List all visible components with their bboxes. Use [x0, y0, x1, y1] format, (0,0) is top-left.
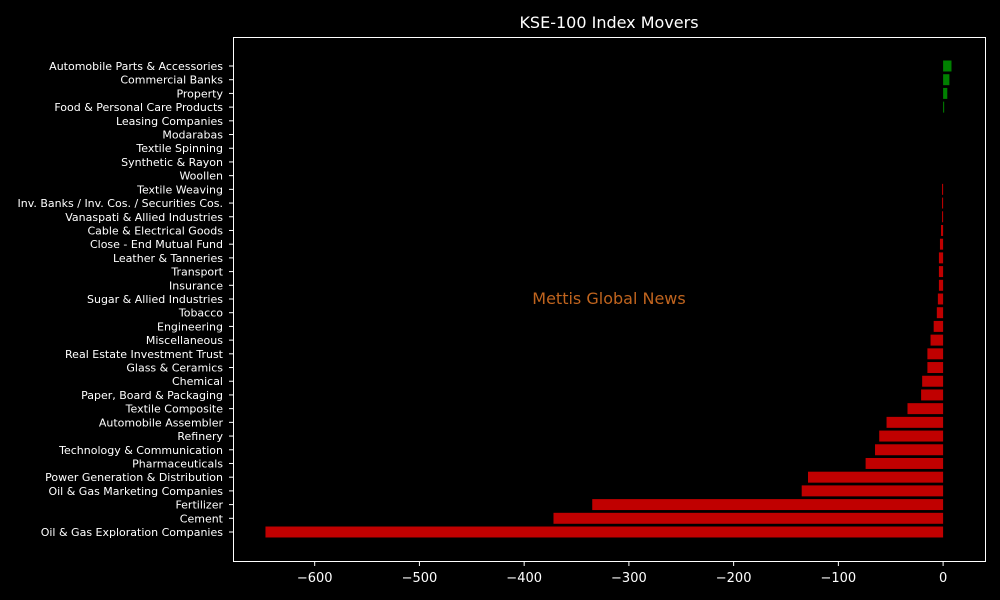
- category-label: Cement: [180, 512, 224, 525]
- bar: [922, 375, 944, 387]
- category-label: Paper, Board & Packaging: [81, 389, 223, 402]
- category-label: Fertilizer: [175, 499, 223, 512]
- bar: [942, 197, 944, 209]
- bar: [939, 238, 944, 250]
- category-label: Miscellaneous: [146, 334, 223, 347]
- bar: [943, 74, 950, 86]
- x-tick-label: −100: [821, 571, 857, 586]
- category-label: Real Estate Investment Trust: [65, 348, 224, 361]
- category-label: Oil & Gas Marketing Companies: [48, 485, 223, 498]
- bar: [943, 101, 945, 113]
- category-label: Engineering: [157, 320, 223, 333]
- category-label: Textile Composite: [125, 403, 224, 416]
- bar: [553, 512, 944, 524]
- x-tick-label: −500: [402, 571, 438, 586]
- bar: [933, 320, 944, 332]
- bar: [937, 293, 944, 305]
- bar: [927, 348, 944, 360]
- x-tick-label: −300: [611, 571, 647, 586]
- bar: [943, 60, 952, 72]
- category-label: Automobile Parts & Accessories: [49, 60, 223, 73]
- bars-group: [265, 60, 952, 538]
- chart-title: KSE-100 Index Movers: [519, 13, 698, 32]
- category-label: Leasing Companies: [116, 115, 223, 128]
- category-label: Woollen: [179, 170, 223, 183]
- category-label: Leather & Tanneries: [113, 252, 223, 265]
- bar: [879, 430, 944, 442]
- bar: [942, 211, 944, 223]
- category-label: Insurance: [169, 279, 223, 292]
- bar: [921, 389, 944, 401]
- category-label: Tobacco: [178, 307, 223, 320]
- x-tick-label: −400: [506, 571, 542, 586]
- category-label: Food & Personal Care Products: [54, 101, 223, 114]
- bar: [941, 224, 944, 236]
- x-tick-label: −600: [297, 571, 333, 586]
- bar: [801, 485, 944, 497]
- bar: [265, 526, 944, 538]
- bar: [875, 444, 944, 456]
- category-label: Chemical: [172, 375, 223, 388]
- category-label: Property: [176, 87, 223, 100]
- category-label: Modarabas: [162, 129, 223, 142]
- category-label: Refinery: [177, 430, 223, 443]
- category-label: Oil & Gas Exploration Companies: [41, 526, 224, 539]
- category-label: Inv. Banks / Inv. Cos. / Securities Cos.: [18, 197, 223, 210]
- x-tick-label: 0: [939, 571, 947, 586]
- category-label: Power Generation & Distribution: [45, 471, 223, 484]
- watermark: Mettis Global News: [532, 289, 685, 308]
- category-label: Sugar & Allied Industries: [87, 293, 223, 306]
- bar: [938, 252, 944, 264]
- bar: [807, 471, 944, 483]
- bar: [938, 279, 944, 291]
- category-label: Synthetic & Rayon: [121, 156, 223, 169]
- bar: [943, 87, 948, 99]
- category-label: Textile Spinning: [135, 142, 223, 155]
- category-label: Close - End Mutual Fund: [90, 238, 223, 251]
- bar: [938, 266, 944, 278]
- category-label: Textile Weaving: [136, 183, 223, 196]
- category-label: Transport: [170, 266, 223, 279]
- bar: [942, 183, 944, 195]
- bar: [592, 499, 944, 511]
- category-labels-group: Automobile Parts & AccessoriesCommercial…: [18, 60, 233, 539]
- category-label: Commercial Banks: [120, 74, 223, 87]
- category-label: Cable & Electrical Goods: [87, 224, 223, 237]
- category-label: Glass & Ceramics: [126, 362, 223, 375]
- x-axis: −600 −500 −400 −300 −200 −100 0: [297, 561, 947, 586]
- bar: [936, 307, 944, 319]
- bar: [907, 403, 944, 415]
- bar: [886, 416, 944, 428]
- category-label: Vanaspati & Allied Industries: [65, 211, 223, 224]
- bar: [927, 362, 944, 374]
- bar: [865, 457, 944, 469]
- bar: [930, 334, 944, 346]
- x-tick-label: −200: [716, 571, 752, 586]
- category-label: Technology & Communication: [58, 444, 223, 457]
- category-label: Pharmaceuticals: [132, 457, 223, 470]
- plot-area-frame: [233, 37, 986, 562]
- category-label: Automobile Assembler: [99, 416, 224, 429]
